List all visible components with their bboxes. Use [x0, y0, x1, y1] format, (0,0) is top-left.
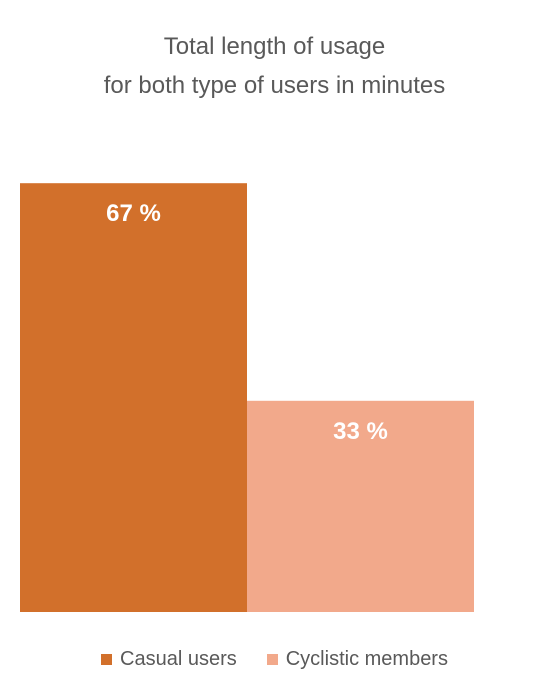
data-label-casual-users: 67 %: [106, 200, 161, 227]
legend-swatch-casual-users: [101, 654, 113, 665]
legend-swatch-cyclistic-members: [266, 654, 278, 665]
bar-cyclistic-members: [247, 400, 474, 612]
chart-legend: Casual users Cyclistic members: [0, 648, 549, 671]
legend-item-cyclistic-members: Cyclistic members: [266, 648, 448, 671]
legend-label-casual-users: Casual users: [120, 648, 237, 670]
data-label-cyclistic-members: 33 %: [333, 418, 388, 445]
chart-title-line-2: for both type of users in minutes: [103, 72, 446, 99]
legend-label-cyclistic-members: Cyclistic members: [285, 648, 448, 670]
bar-casual-users: [20, 183, 247, 612]
legend-item-casual-users: Casual users: [101, 648, 237, 671]
chart-title-line-1: Total length of usage: [163, 33, 386, 60]
